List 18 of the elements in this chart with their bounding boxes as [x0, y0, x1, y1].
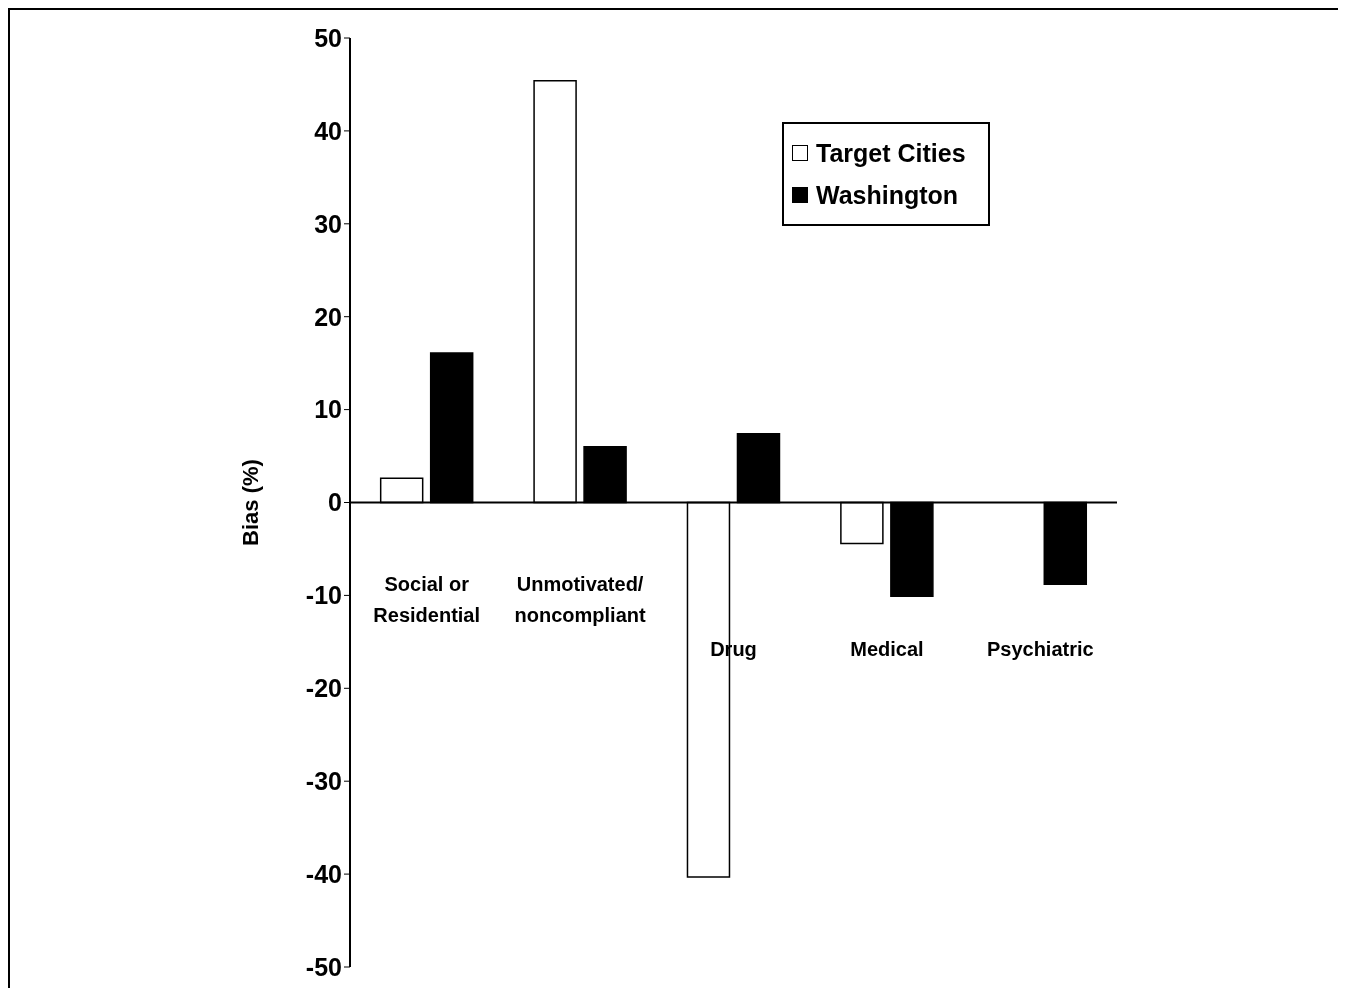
y-tick-label: -40 [305, 859, 342, 888]
y-tick-label: 30 [314, 209, 342, 238]
x-tick-label: Psychiatric [986, 637, 1094, 660]
y-tick-label: -20 [305, 674, 342, 703]
x-tick-label: Medical [850, 637, 924, 660]
y-tick-label: -10 [305, 581, 342, 610]
y-tick-label: 40 [314, 116, 342, 145]
y-tick-label: 10 [314, 395, 342, 424]
y-tick-label: 0 [328, 488, 342, 517]
y-tick-label: 20 [314, 302, 342, 331]
y-axis-title: Bias (%) [237, 459, 263, 546]
legend-label: Target Cities [816, 138, 966, 168]
y-tick-label: -30 [305, 767, 342, 796]
y-tick-label: 50 [314, 23, 342, 52]
x-tick-label: Social or Residential [373, 572, 481, 626]
y-tick-label: -50 [305, 952, 342, 981]
legend-label: Washington [816, 180, 959, 210]
x-tick-label: Unmotivated/ noncompliant [514, 572, 646, 626]
